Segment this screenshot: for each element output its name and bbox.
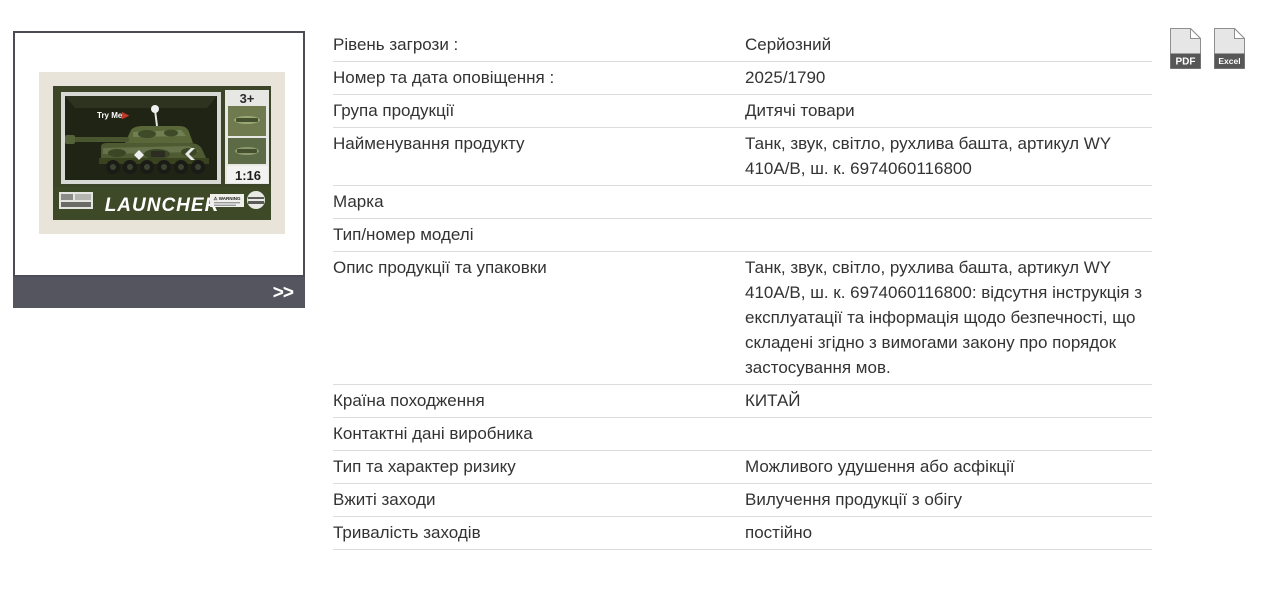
- table-row: Контактні дані виробника: [333, 417, 1152, 451]
- row-label: Група продукції: [333, 94, 745, 128]
- table-row: Країна походження КИТАЙ: [333, 384, 1152, 418]
- product-photo: 3+ 1:16 Try Me ▶: [39, 72, 285, 234]
- product-image-footer[interactable]: >>: [13, 277, 305, 308]
- table-row: Вжиті заходи Вилучення продукції з обігу: [333, 483, 1152, 517]
- row-value: [745, 218, 1152, 252]
- table-row: Опис продукції та упаковки Танк, звук, с…: [333, 251, 1152, 385]
- svg-text:LAUNCHER: LAUNCHER: [105, 195, 220, 216]
- row-label: Тривалість заходів: [333, 516, 745, 550]
- table-row: Найменування продукту Танк, звук, світло…: [333, 127, 1152, 186]
- product-image-card[interactable]: 3+ 1:16 Try Me ▶: [13, 31, 305, 308]
- row-value: 2025/1790: [745, 61, 1152, 95]
- svg-text:⚠ WARNING: ⚠ WARNING: [213, 196, 241, 201]
- row-value: [745, 417, 1152, 451]
- excel-icon-label: Excel: [1218, 56, 1240, 66]
- row-value: Можливого удушення або асфікції: [745, 450, 1152, 484]
- product-image-frame: 3+ 1:16 Try Me ▶: [13, 31, 305, 277]
- svg-text:Try Me: Try Me: [97, 111, 123, 120]
- table-row: Рівень загрози : Серйозний: [333, 29, 1152, 62]
- row-value: Танк, звук, світло, рухлива башта, артик…: [745, 127, 1152, 186]
- row-label: Рівень загрози :: [333, 29, 745, 62]
- row-value: [745, 185, 1152, 219]
- row-label: Тип/номер моделі: [333, 218, 745, 252]
- table-row: Номер та дата оповіщення : 2025/1790: [333, 61, 1152, 95]
- export-excel-button[interactable]: Excel: [1214, 28, 1245, 69]
- row-value: Вилучення продукції з обігу: [745, 483, 1152, 517]
- row-label: Вжиті заходи: [333, 483, 745, 517]
- row-label: Тип та характер ризику: [333, 450, 745, 484]
- table-row: Марка: [333, 185, 1152, 219]
- row-label: Країна походження: [333, 384, 745, 418]
- table-row: Група продукції Дитячі товари: [333, 94, 1152, 128]
- row-label: Контактні дані виробника: [333, 417, 745, 451]
- svg-text:3+: 3+: [240, 91, 255, 106]
- table-row: Тривалість заходів постійно: [333, 516, 1152, 550]
- table-row: Тип та характер ризику Можливого удушенн…: [333, 450, 1152, 484]
- row-value: КИТАЙ: [745, 384, 1152, 418]
- export-buttons: PDF Excel: [1170, 28, 1245, 69]
- svg-text:1:16: 1:16: [235, 168, 261, 183]
- row-label: Марка: [333, 185, 745, 219]
- row-value: Дитячі товари: [745, 94, 1152, 128]
- table-row: Тип/номер моделі: [333, 218, 1152, 252]
- recall-details-table: Рівень загрози : Серйозний Номер та дата…: [333, 29, 1152, 550]
- svg-text:▶: ▶: [121, 110, 130, 120]
- row-label: Номер та дата оповіщення :: [333, 61, 745, 95]
- recall-details-body: Рівень загрози : Серйозний Номер та дата…: [333, 29, 1152, 550]
- row-label: Опис продукції та упаковки: [333, 251, 745, 385]
- pdf-icon-label: PDF: [1176, 57, 1196, 68]
- next-image-button[interactable]: >>: [272, 282, 294, 303]
- row-value: Серйозний: [745, 29, 1152, 62]
- export-pdf-button[interactable]: PDF: [1170, 28, 1201, 69]
- row-value: Танк, звук, світло, рухлива башта, артик…: [745, 251, 1152, 385]
- row-label: Найменування продукту: [333, 127, 745, 186]
- row-value: постійно: [745, 516, 1152, 550]
